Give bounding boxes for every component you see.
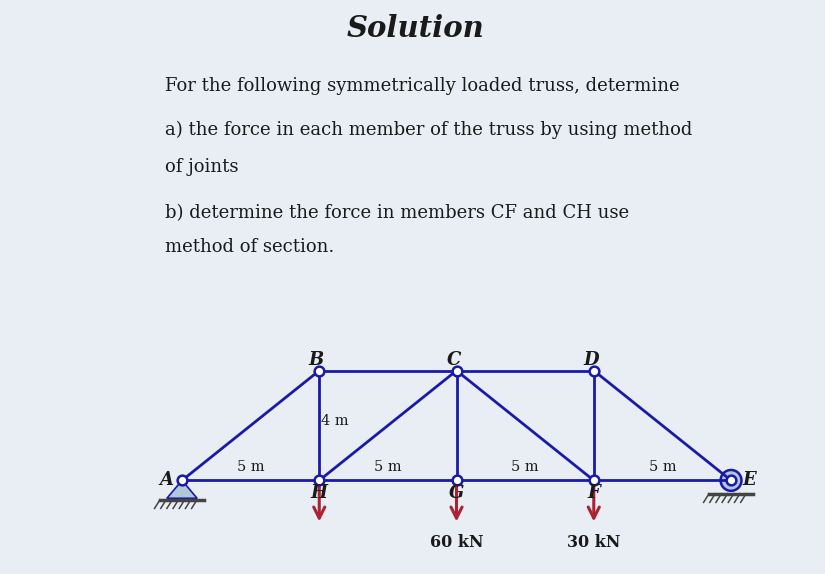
Text: For the following symmetrically loaded truss, determine: For the following symmetrically loaded t…: [165, 77, 679, 95]
Circle shape: [726, 476, 736, 485]
Text: G: G: [449, 484, 464, 502]
Text: b) determine the force in members CF and CH use: b) determine the force in members CF and…: [165, 204, 629, 222]
Text: 5 m: 5 m: [648, 460, 676, 474]
Text: method of section.: method of section.: [165, 238, 334, 256]
Text: H: H: [311, 484, 328, 502]
Text: F: F: [587, 484, 600, 502]
Text: 5 m: 5 m: [374, 460, 402, 474]
Text: a) the force in each member of the truss by using method: a) the force in each member of the truss…: [165, 121, 692, 139]
Text: of joints: of joints: [165, 158, 238, 176]
Text: 4 m: 4 m: [321, 414, 348, 428]
Text: D: D: [583, 351, 599, 369]
Text: 5 m: 5 m: [512, 460, 539, 474]
Circle shape: [720, 470, 742, 491]
Text: C: C: [446, 351, 461, 369]
Text: B: B: [309, 351, 324, 369]
Text: 30 kN: 30 kN: [567, 534, 620, 551]
Text: A: A: [160, 471, 174, 490]
Text: E: E: [742, 471, 756, 490]
Text: 5 m: 5 m: [237, 460, 265, 474]
Text: Solution: Solution: [347, 14, 485, 44]
Text: 60 kN: 60 kN: [430, 534, 483, 551]
Polygon shape: [167, 480, 197, 498]
